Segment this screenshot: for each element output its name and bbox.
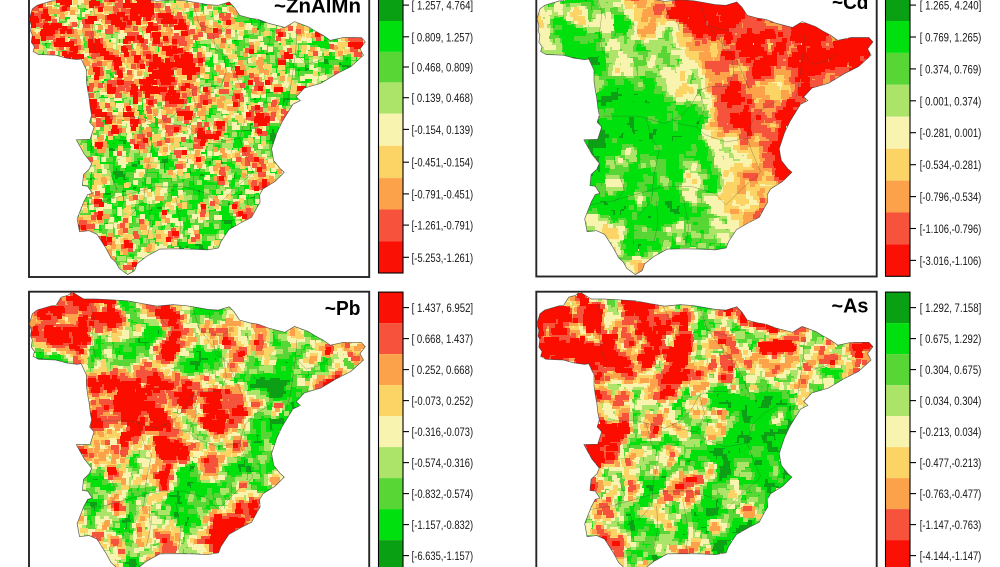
svg-text:[-0.451,-0.154): [-0.451,-0.154) <box>412 156 474 170</box>
svg-text:[ 0.252, 0.668): [ 0.252, 0.668) <box>412 363 474 377</box>
svg-text:[-4.144,-1.147): [-4.144,-1.147) <box>920 549 982 563</box>
svg-text:~Cd: ~Cd <box>832 0 868 14</box>
svg-text:[-1.147,-0.763): [-1.147,-0.763) <box>920 518 982 532</box>
svg-text:[ 0.809, 1.257): [ 0.809, 1.257) <box>412 30 474 44</box>
svg-text:[ 0.001, 0.374): [ 0.001, 0.374) <box>920 94 982 108</box>
svg-text:[-0.316,-0.073): [-0.316,-0.073) <box>412 425 474 439</box>
svg-text:[ 1.292, 7.158]: [ 1.292, 7.158] <box>920 301 982 315</box>
svg-text:[ 1.265, 4.240]: [ 1.265, 4.240] <box>920 0 982 13</box>
svg-text:[ 0.034, 0.304): [ 0.034, 0.304) <box>920 394 982 408</box>
svg-text:[ 0.668, 1.437): [ 0.668, 1.437) <box>412 332 474 346</box>
svg-text:[-0.534,-0.281): [-0.534,-0.281) <box>920 158 982 172</box>
svg-text:~Pb: ~Pb <box>325 298 361 320</box>
svg-text:[ 0.468, 0.809): [ 0.468, 0.809) <box>412 61 474 75</box>
svg-text:[-3.016,-1.106): [-3.016,-1.106) <box>920 254 982 268</box>
svg-text:[-0.281, 0.001): [-0.281, 0.001) <box>920 126 982 140</box>
svg-text:[ 0.304, 0.675): [ 0.304, 0.675) <box>920 363 982 377</box>
svg-text:[-1.261,-0.791): [-1.261,-0.791) <box>412 219 474 233</box>
svg-text:[-0.213, 0.034): [-0.213, 0.034) <box>920 425 982 439</box>
svg-text:[ 1.437, 6.952]: [ 1.437, 6.952] <box>412 301 474 315</box>
svg-text:[-0.791,-0.451): [-0.791,-0.451) <box>412 187 474 201</box>
svg-text:~As: ~As <box>832 295 869 317</box>
svg-text:[-0.154, 0.139): [-0.154, 0.139) <box>412 123 474 137</box>
svg-text:[ 1.257, 4.764]: [ 1.257, 4.764] <box>412 0 474 13</box>
svg-text:[ 0.769, 1.265): [ 0.769, 1.265) <box>920 31 982 45</box>
svg-text:[-5.253,-1.261): [-5.253,-1.261) <box>412 251 474 265</box>
svg-text:[-1.157,-0.832): [-1.157,-0.832) <box>412 518 474 532</box>
svg-text:[-0.574,-0.316): [-0.574,-0.316) <box>412 456 474 470</box>
svg-text:[-0.763,-0.477): [-0.763,-0.477) <box>920 487 982 501</box>
svg-text:[-0.477,-0.213): [-0.477,-0.213) <box>920 456 982 470</box>
svg-text:[ 0.675, 1.292): [ 0.675, 1.292) <box>920 332 982 346</box>
svg-text:[ 0.374, 0.769): [ 0.374, 0.769) <box>920 62 982 76</box>
svg-text:[-0.832,-0.574): [-0.832,-0.574) <box>412 487 474 501</box>
svg-text:[-0.073, 0.252): [-0.073, 0.252) <box>412 394 474 408</box>
svg-text:[-6.635,-1.157): [-6.635,-1.157) <box>412 549 474 563</box>
svg-text:[-0.796,-0.534): [-0.796,-0.534) <box>920 190 982 204</box>
svg-text:[ 0.139, 0.468): [ 0.139, 0.468) <box>412 91 474 105</box>
svg-text:~ZnAlMn: ~ZnAlMn <box>274 0 361 18</box>
svg-text:[-1.106,-0.796): [-1.106,-0.796) <box>920 222 982 236</box>
